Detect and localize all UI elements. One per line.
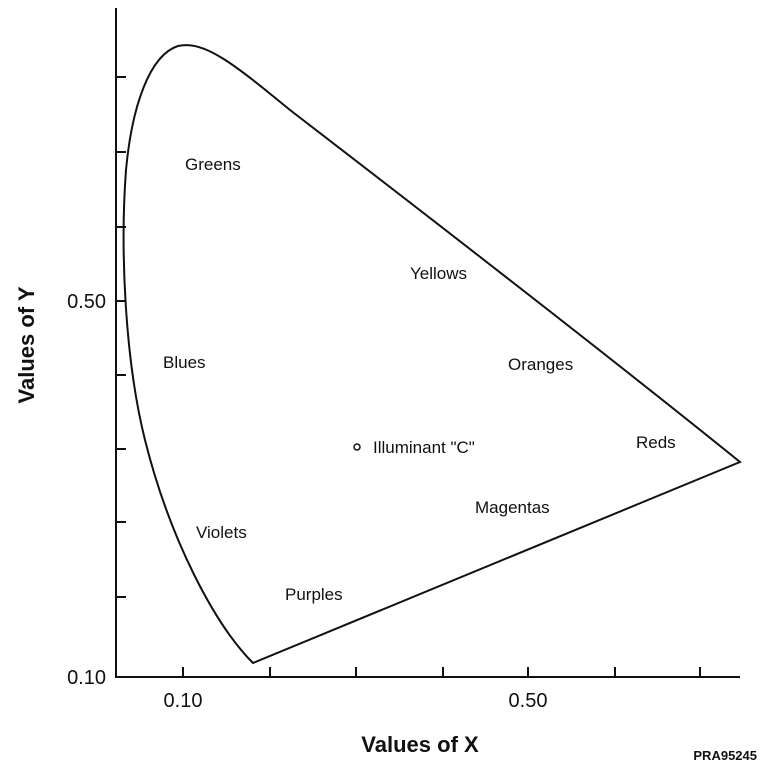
x-tick-label: 0.10 — [164, 690, 203, 712]
region-label: Blues — [163, 353, 206, 372]
y-ticks — [116, 76, 126, 598]
y-axis-title: Values of Y — [14, 286, 39, 403]
y-tick-label: 0.50 — [67, 291, 106, 313]
region-label: Yellows — [410, 264, 467, 283]
illuminant-label: Illuminant "C" — [373, 438, 475, 457]
y-tick-label: 0.10 — [67, 667, 106, 689]
region-label: Purples — [285, 585, 343, 604]
x-ticks — [182, 667, 701, 677]
region-label: Greens — [185, 155, 241, 174]
figure-id: PRA95245 — [693, 748, 757, 763]
region-label: Reds — [636, 433, 676, 452]
x-tick-label: 0.50 — [509, 690, 548, 712]
region-label: Violets — [196, 523, 247, 542]
illuminant-point — [353, 443, 361, 451]
region-label: Magentas — [475, 498, 550, 517]
spectral-locus — [122, 44, 742, 665]
x-axis-title: Values of X — [361, 732, 479, 757]
region-label: Oranges — [508, 355, 573, 374]
